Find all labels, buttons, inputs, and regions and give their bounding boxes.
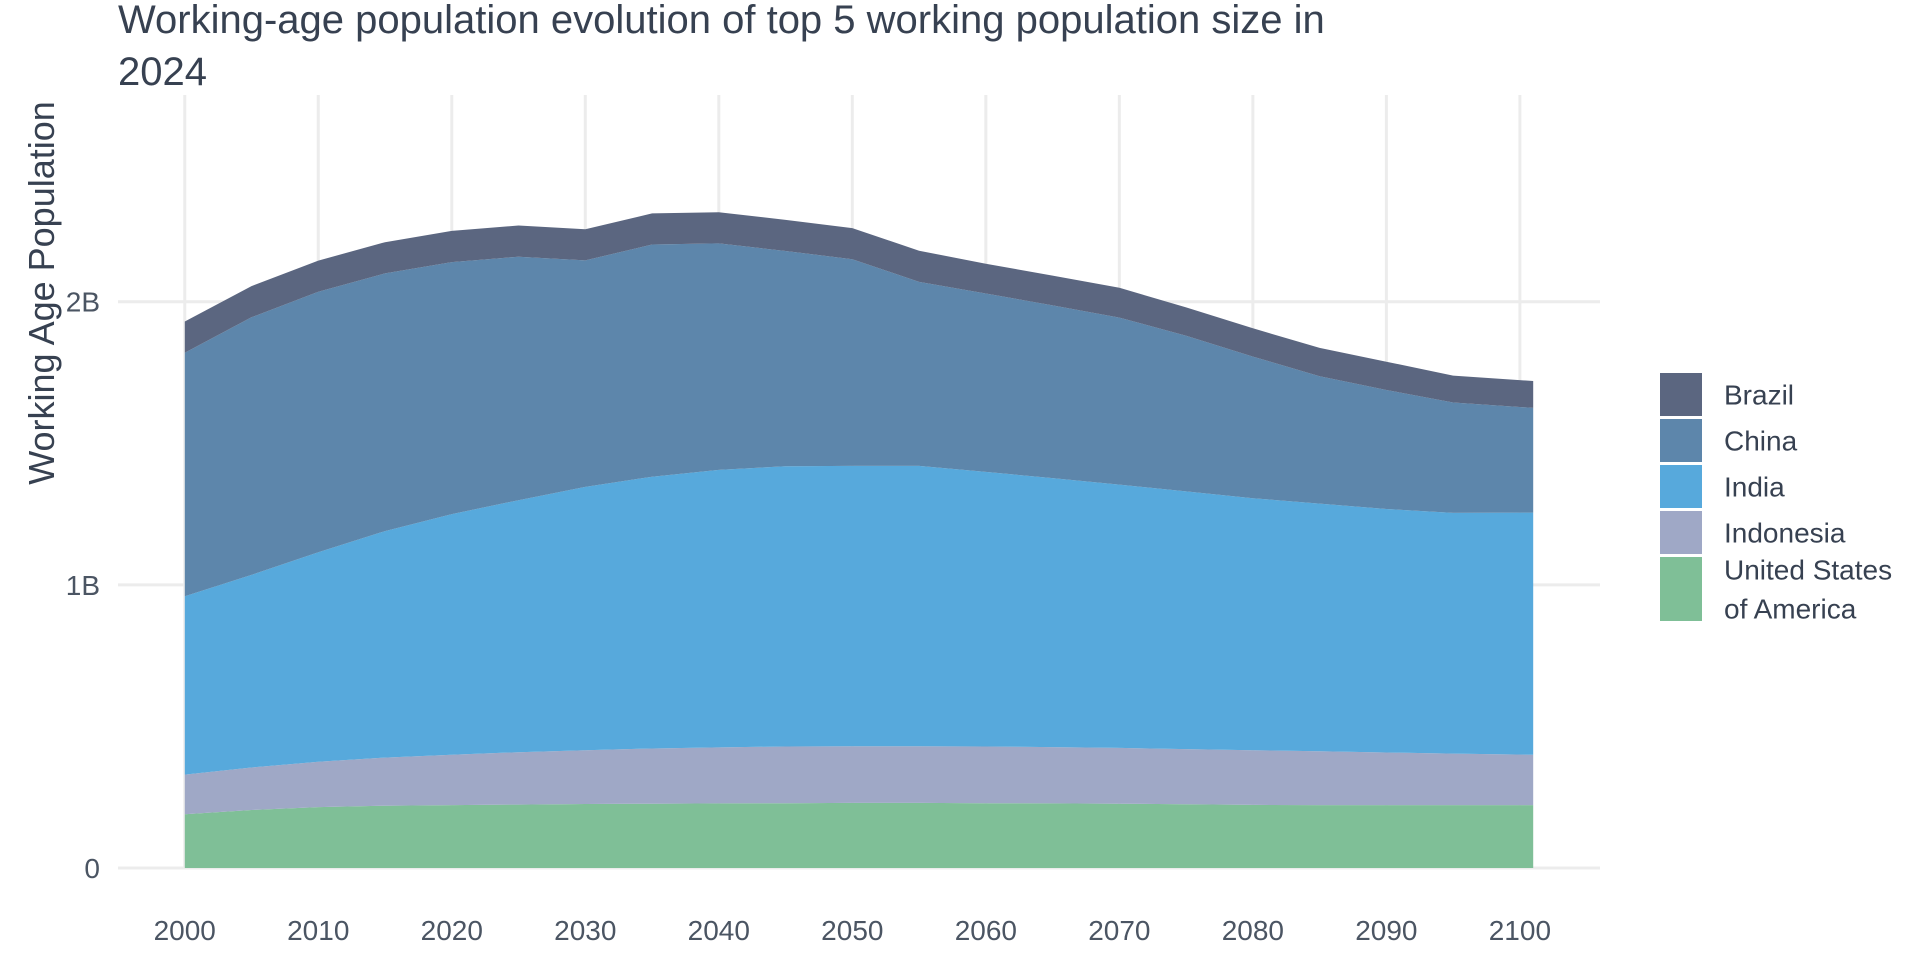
legend-label-united-states-of-america-line-1: United States [1724,555,1892,586]
y-axis-title: Working Age Population [21,101,62,485]
y-axis-ticks: 0 1B 2B [66,287,100,884]
area-series-indonesia [184,746,1534,815]
legend-label-united-states-of-america-line-2: of America [1724,594,1857,625]
x-tick-label-2070: 2070 [1088,915,1150,946]
legend: Brazil China India Indonesia United States of… [1660,373,1892,625]
legend-key-united-states-of-america [1660,557,1702,621]
chart-title-line-1: Working-age population evolution of top … [118,0,1325,42]
area-series-united-states-of-america [184,802,1534,868]
area-series-brazil [184,212,1534,408]
y-tick-label-2B: 2B [66,287,100,318]
legend-key-brazil [1660,373,1702,416]
x-tick-label-2020: 2020 [421,915,483,946]
x-tick-label-2040: 2040 [688,915,750,946]
legend-key-india [1660,465,1702,508]
legend-key-china [1660,419,1702,462]
stacked-areas [184,212,1534,868]
x-tick-label-2090: 2090 [1355,915,1417,946]
x-tick-label-2080: 2080 [1222,915,1284,946]
legend-label-china: China [1724,426,1798,457]
y-tick-label-1B: 1B [66,570,100,601]
x-tick-label-2060: 2060 [955,915,1017,946]
x-tick-label-2100: 2100 [1489,915,1551,946]
x-tick-label-2050: 2050 [821,915,883,946]
chart-title-line-2: 2024 [118,50,207,94]
x-tick-label-2000: 2000 [154,915,216,946]
x-tick-label-2030: 2030 [554,915,616,946]
legend-key-indonesia [1660,511,1702,554]
area-series-china [184,243,1534,597]
area-series-india [184,465,1534,775]
legend-label-india: India [1724,472,1785,503]
y-tick-label-0: 0 [84,853,100,884]
legend-label-brazil: Brazil [1724,380,1794,411]
x-axis-ticks: 2000 2010 2020 2030 2040 2050 2060 2070 2080 2090… [154,915,1551,946]
legend-label-indonesia: Indonesia [1724,518,1846,549]
x-tick-label-2010: 2010 [287,915,349,946]
